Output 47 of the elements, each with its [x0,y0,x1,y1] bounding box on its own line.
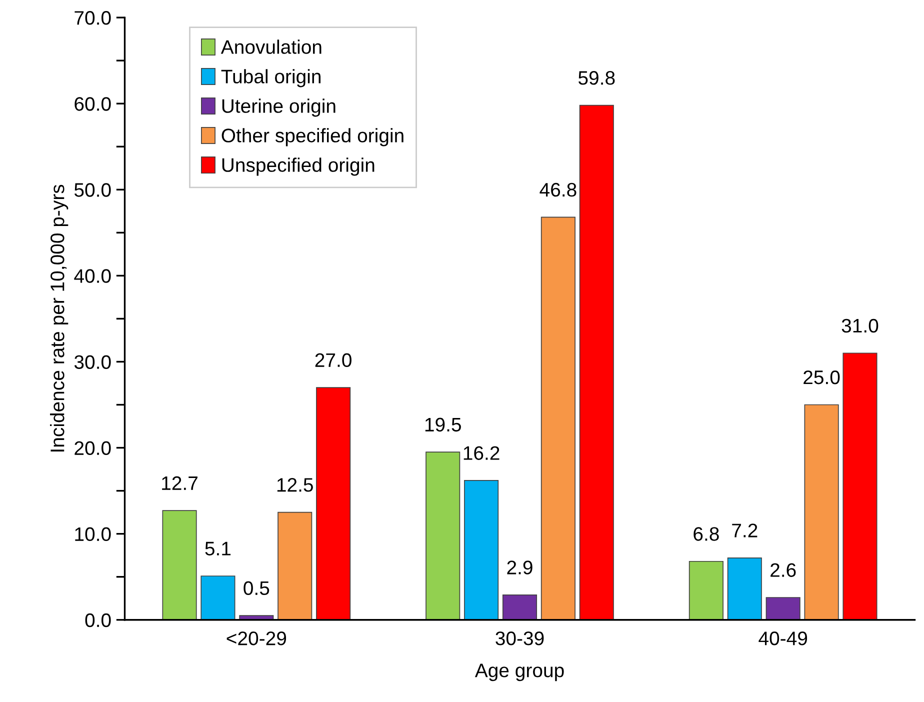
data-label: 12.5 [277,478,313,492]
bar [502,594,538,620]
data-label: 46.8 [540,182,576,197]
bar [842,352,878,620]
bar [162,510,197,620]
bar [766,597,800,620]
bar [426,452,460,620]
bar [540,216,576,620]
bar [464,480,499,620]
bar [316,387,351,620]
y-tick-label: 30.0 [74,355,111,369]
bar [727,557,762,620]
data-label: 25.0 [804,370,840,384]
legend-label: Unspecified origin [222,158,374,176]
bar [804,404,839,620]
bar [278,512,312,620]
data-label: 6.8 [694,527,719,541]
x-axis-title: Age group [474,664,564,682]
y-axis-title: Incidence rate per 10,000 p-yrs [50,184,68,452]
y-tick-label: 40.0 [74,269,111,283]
data-label: 31.0 [842,318,878,333]
data-label: 2.9 [507,560,532,574]
bar [200,576,236,620]
data-label: 16.2 [464,446,500,460]
legend-label: Other specified origin [222,128,404,146]
y-tick-label: 70.0 [74,11,111,25]
x-tick-label: <20-29 [226,631,286,646]
data-label: 27.0 [315,353,352,368]
legend-label: Tubal origin [221,69,320,88]
y-tick-label: 50.0 [74,183,111,197]
y-tick-label: 20.0 [74,441,111,456]
x-tick-label: 40-49 [758,631,808,646]
legend-label: Anovulation [220,40,322,54]
data-label: 59.8 [578,71,615,85]
data-label: 12.7 [162,476,198,490]
data-label: 7.2 [732,524,758,538]
data-label: 5.1 [205,542,231,556]
legend-label: Uterine origin [222,98,336,117]
data-label: 2.6 [770,563,796,577]
y-tick-label: 10.0 [75,527,111,542]
data-label: 19.5 [425,418,461,432]
y-tick-label: 60.0 [74,97,111,111]
data-label: 0.5 [244,581,270,596]
x-tick-label: 30-39 [496,631,544,646]
y-tick-label: 0.0 [85,613,111,628]
bar [579,104,614,620]
bar [688,560,724,620]
